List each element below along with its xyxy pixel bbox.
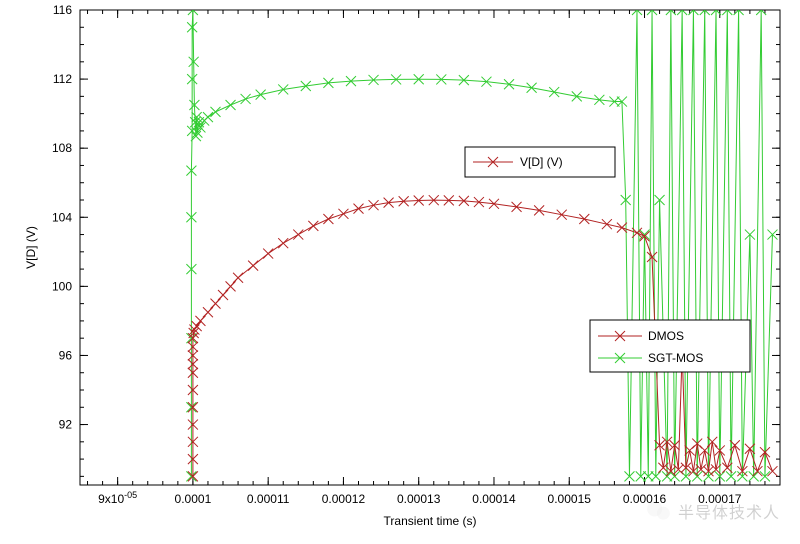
svg-text:SGT-MOS: SGT-MOS [648, 351, 703, 365]
svg-text:108: 108 [52, 141, 72, 155]
svg-text:Transient time (s): Transient time (s) [384, 514, 477, 528]
svg-text:0.00012: 0.00012 [322, 492, 366, 506]
svg-text:0.00014: 0.00014 [472, 492, 516, 506]
svg-text:116: 116 [53, 3, 72, 17]
svg-text:92: 92 [59, 418, 73, 432]
svg-text:0.00011: 0.00011 [247, 492, 290, 506]
watermark-text: 半导体技术人 [678, 499, 780, 523]
svg-text:0.00015: 0.00015 [548, 492, 592, 506]
svg-text:100: 100 [52, 279, 72, 293]
svg-text:104: 104 [52, 210, 72, 224]
watermark: 半导体技术人 [646, 498, 780, 524]
svg-text:0.00013: 0.00013 [397, 492, 441, 506]
svg-text:V[D] (V): V[D] (V) [24, 226, 38, 269]
voltage-chart: 9296100104108112116V[D] (V)9x10-050.0001… [0, 0, 800, 544]
svg-text:DMOS: DMOS [648, 329, 684, 343]
svg-text:96: 96 [59, 348, 73, 362]
svg-text:0.0001: 0.0001 [175, 492, 212, 506]
svg-text:112: 112 [53, 72, 72, 86]
svg-text:V[D] (V): V[D] (V) [520, 155, 563, 169]
wechat-icon [646, 498, 672, 524]
